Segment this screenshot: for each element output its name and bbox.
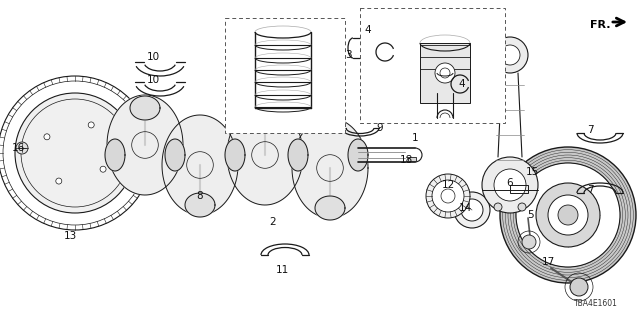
Bar xyxy=(510,185,528,193)
Text: 3: 3 xyxy=(345,50,351,60)
Text: 7: 7 xyxy=(587,125,593,135)
Text: 10: 10 xyxy=(147,52,159,62)
Text: 15: 15 xyxy=(525,167,539,177)
Circle shape xyxy=(536,183,600,247)
Circle shape xyxy=(435,63,455,83)
Circle shape xyxy=(454,192,490,228)
Text: 16: 16 xyxy=(12,143,24,153)
Bar xyxy=(225,18,345,133)
Polygon shape xyxy=(162,115,238,215)
Circle shape xyxy=(522,235,536,249)
Text: 5: 5 xyxy=(527,210,533,220)
Bar xyxy=(420,43,470,103)
Circle shape xyxy=(426,174,470,218)
Text: 10: 10 xyxy=(147,75,159,85)
Text: 4: 4 xyxy=(365,25,371,35)
Text: 11: 11 xyxy=(275,265,289,275)
Text: 2: 2 xyxy=(269,217,276,227)
Circle shape xyxy=(88,122,94,128)
Circle shape xyxy=(15,93,135,213)
Text: 6: 6 xyxy=(507,178,513,188)
Text: 17: 17 xyxy=(541,257,555,267)
Polygon shape xyxy=(107,95,183,195)
Circle shape xyxy=(461,199,483,221)
Circle shape xyxy=(482,157,538,213)
Text: 8: 8 xyxy=(196,191,204,201)
Circle shape xyxy=(548,195,588,235)
Polygon shape xyxy=(225,139,245,171)
Polygon shape xyxy=(292,118,368,218)
Circle shape xyxy=(16,142,28,154)
Bar xyxy=(408,157,416,161)
Polygon shape xyxy=(227,105,303,205)
Circle shape xyxy=(500,45,520,65)
Text: 1: 1 xyxy=(412,133,419,143)
Circle shape xyxy=(56,178,62,184)
Polygon shape xyxy=(288,139,308,171)
Circle shape xyxy=(516,163,620,267)
Circle shape xyxy=(494,203,502,211)
Circle shape xyxy=(432,180,464,212)
Text: 12: 12 xyxy=(442,180,454,190)
Circle shape xyxy=(500,147,636,283)
Circle shape xyxy=(100,166,106,172)
Text: 4: 4 xyxy=(459,79,465,89)
Text: 18: 18 xyxy=(399,155,413,165)
Text: 9: 9 xyxy=(377,123,383,133)
Circle shape xyxy=(570,278,588,296)
Circle shape xyxy=(518,203,526,211)
Text: 7: 7 xyxy=(587,185,593,195)
Circle shape xyxy=(492,37,528,73)
Polygon shape xyxy=(105,139,125,171)
Polygon shape xyxy=(165,139,185,171)
Polygon shape xyxy=(130,96,160,120)
Text: 13: 13 xyxy=(63,231,77,241)
Polygon shape xyxy=(250,106,280,130)
Text: TBA4E1601: TBA4E1601 xyxy=(574,299,618,308)
Circle shape xyxy=(494,169,526,201)
Bar xyxy=(360,8,505,123)
Text: FR.: FR. xyxy=(590,20,611,30)
Text: 14: 14 xyxy=(458,203,472,213)
Polygon shape xyxy=(315,196,345,220)
Circle shape xyxy=(558,205,578,225)
Circle shape xyxy=(44,134,50,140)
Polygon shape xyxy=(348,139,368,171)
Polygon shape xyxy=(185,193,215,217)
